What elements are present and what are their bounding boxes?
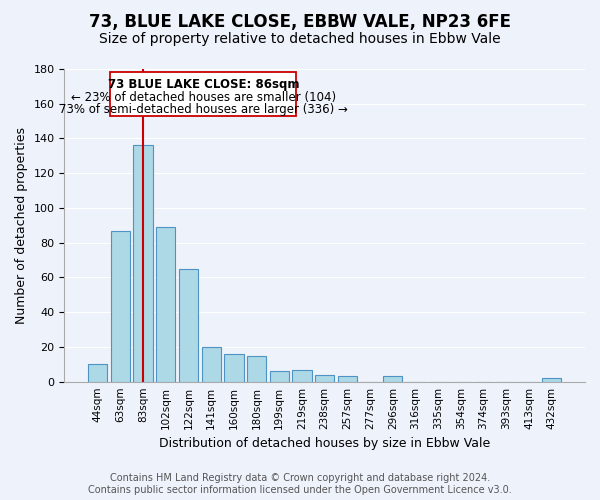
Text: 73 BLUE LAKE CLOSE: 86sqm: 73 BLUE LAKE CLOSE: 86sqm — [107, 78, 299, 90]
Bar — [269, 372, 289, 382]
Bar — [133, 146, 153, 382]
Bar — [338, 376, 357, 382]
Bar — [88, 364, 107, 382]
Text: 73, BLUE LAKE CLOSE, EBBW VALE, NP23 6FE: 73, BLUE LAKE CLOSE, EBBW VALE, NP23 6FE — [89, 12, 511, 30]
FancyBboxPatch shape — [110, 72, 296, 116]
Text: 73% of semi-detached houses are larger (336) →: 73% of semi-detached houses are larger (… — [59, 103, 348, 116]
Y-axis label: Number of detached properties: Number of detached properties — [15, 127, 28, 324]
X-axis label: Distribution of detached houses by size in Ebbw Vale: Distribution of detached houses by size … — [159, 437, 490, 450]
Text: ← 23% of detached houses are smaller (104): ← 23% of detached houses are smaller (10… — [71, 90, 336, 104]
Bar — [224, 354, 244, 382]
Bar — [156, 227, 175, 382]
Bar — [542, 378, 562, 382]
Bar — [111, 230, 130, 382]
Bar — [315, 374, 334, 382]
Bar — [179, 269, 198, 382]
Bar — [247, 356, 266, 382]
Bar — [292, 370, 311, 382]
Text: Contains HM Land Registry data © Crown copyright and database right 2024.
Contai: Contains HM Land Registry data © Crown c… — [88, 474, 512, 495]
Bar — [383, 376, 403, 382]
Text: Size of property relative to detached houses in Ebbw Vale: Size of property relative to detached ho… — [99, 32, 501, 46]
Bar — [202, 347, 221, 382]
